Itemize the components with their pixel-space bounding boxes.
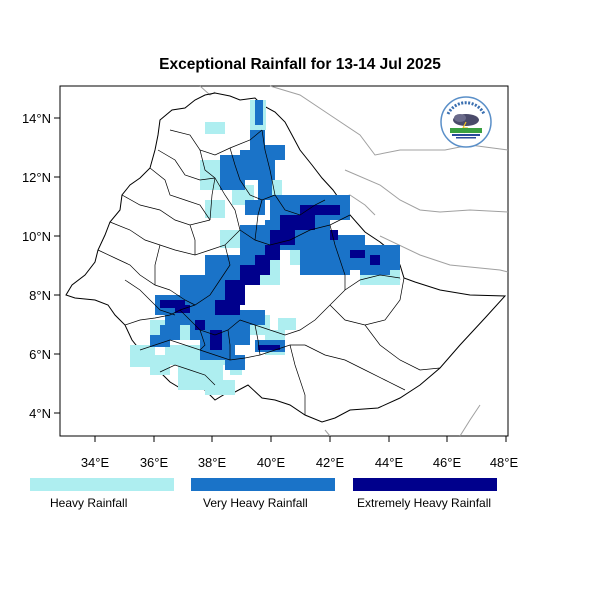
lon-tick-label: 46°E — [433, 455, 462, 470]
legend-swatch-heavy — [30, 478, 174, 491]
lat-tick-label: 6°N — [29, 347, 51, 362]
lon-tick-label: 40°E — [257, 455, 286, 470]
rain-cell-extreme — [370, 255, 380, 265]
legend-label-very-heavy: Very Heavy Rainfall — [203, 496, 308, 510]
rain-cell-extreme — [215, 300, 240, 315]
rain-cell-extreme — [280, 215, 315, 230]
rain-cell-extreme — [300, 205, 340, 215]
country-outline — [65, 92, 507, 423]
rain-cell-very-heavy — [225, 355, 245, 370]
lon-tick-label: 42°E — [316, 455, 345, 470]
rain-cell-very-heavy — [255, 100, 263, 125]
plot-frame — [59, 85, 509, 437]
lon-tick-label: 34°E — [81, 455, 110, 470]
lon-tick-label: 38°E — [198, 455, 227, 470]
lon-tick-label: 36°E — [140, 455, 169, 470]
rain-cell-extreme — [210, 330, 222, 350]
rain-cell-very-heavy — [150, 335, 170, 347]
rain-cell-extreme — [330, 230, 338, 240]
rain-cell-extreme — [160, 300, 185, 308]
rain-cell-heavy — [205, 122, 225, 134]
rain-cell-very-heavy — [265, 145, 285, 160]
rain-cell-heavy — [205, 200, 225, 218]
lat-tick-label: 12°N — [22, 170, 51, 185]
legend-swatch-extreme — [353, 478, 497, 491]
rainfall-cells — [130, 100, 400, 395]
rain-cell-extreme — [270, 230, 295, 245]
rain-cell-heavy — [130, 345, 155, 367]
legend-label-heavy: Heavy Rainfall — [50, 496, 128, 510]
lat-tick-label: 10°N — [22, 229, 51, 244]
lon-axis: 34°E 36°E 38°E 40°E 42°E 44°E 46°E 48°E — [81, 436, 519, 470]
lat-axis: 14°N 12°N 10°N 8°N 6°N 4°N — [22, 111, 60, 421]
lon-tick-label: 48°E — [490, 455, 519, 470]
legend-label-extreme: Extremely Heavy Rainfall — [357, 496, 492, 510]
rain-cell-very-heavy — [258, 175, 272, 200]
rain-cell-extreme — [350, 250, 365, 258]
lat-tick-label: 8°N — [29, 288, 51, 303]
rain-cell-heavy — [220, 230, 240, 248]
rain-cell-very-heavy — [235, 310, 265, 325]
rain-cell-very-heavy — [240, 225, 265, 255]
meteorology-institute-logo-icon — [440, 96, 492, 148]
admin-borders — [97, 129, 441, 415]
rain-cell-very-heavy — [250, 130, 265, 150]
lat-tick-label: 4°N — [29, 406, 51, 421]
lon-tick-label: 44°E — [375, 455, 404, 470]
rain-cell-extreme — [225, 280, 245, 305]
rain-cell-extreme — [258, 345, 280, 350]
lat-tick-label: 14°N — [22, 111, 51, 126]
rain-cell-very-heavy — [245, 200, 265, 215]
map-title: Exceptional Rainfall for 13-14 Jul 2025 — [159, 56, 441, 73]
rain-cell-heavy — [205, 380, 235, 395]
rain-cell-extreme — [195, 320, 205, 330]
legend-swatch-very-heavy — [191, 478, 335, 491]
rain-cell-heavy — [278, 318, 296, 330]
